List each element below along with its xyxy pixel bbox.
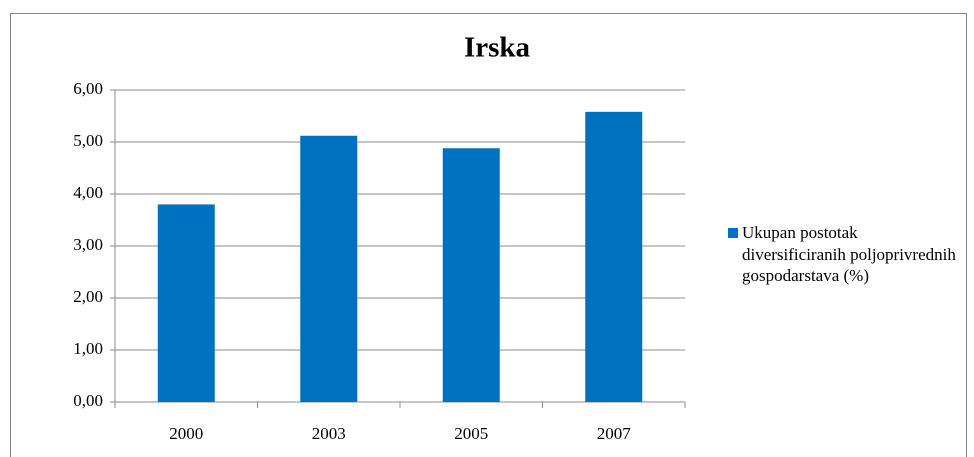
bar bbox=[300, 135, 358, 402]
chart-title: Irska bbox=[464, 32, 531, 64]
legend: Ukupan postotak diversificiranih poljopr… bbox=[728, 222, 963, 287]
y-tick-label: 2,00 bbox=[73, 287, 103, 306]
y-tick-label: 5,00 bbox=[73, 131, 103, 150]
y-tick-label: 0,00 bbox=[73, 391, 103, 410]
bar bbox=[442, 148, 500, 402]
bar bbox=[585, 111, 643, 402]
y-tick-label: 1,00 bbox=[73, 339, 103, 358]
x-tick-label: 2005 bbox=[454, 424, 488, 443]
y-tick-label: 4,00 bbox=[73, 183, 103, 202]
y-tick-label: 6,00 bbox=[73, 79, 103, 98]
bar bbox=[157, 204, 215, 402]
x-tick-label: 2003 bbox=[312, 424, 346, 443]
legend-label: Ukupan postotak diversificiranih poljopr… bbox=[742, 223, 956, 285]
y-tick-label: 3,00 bbox=[73, 235, 103, 254]
legend-swatch bbox=[728, 228, 738, 238]
x-tick-label: 2000 bbox=[169, 424, 203, 443]
x-tick-label: 2007 bbox=[597, 424, 632, 443]
